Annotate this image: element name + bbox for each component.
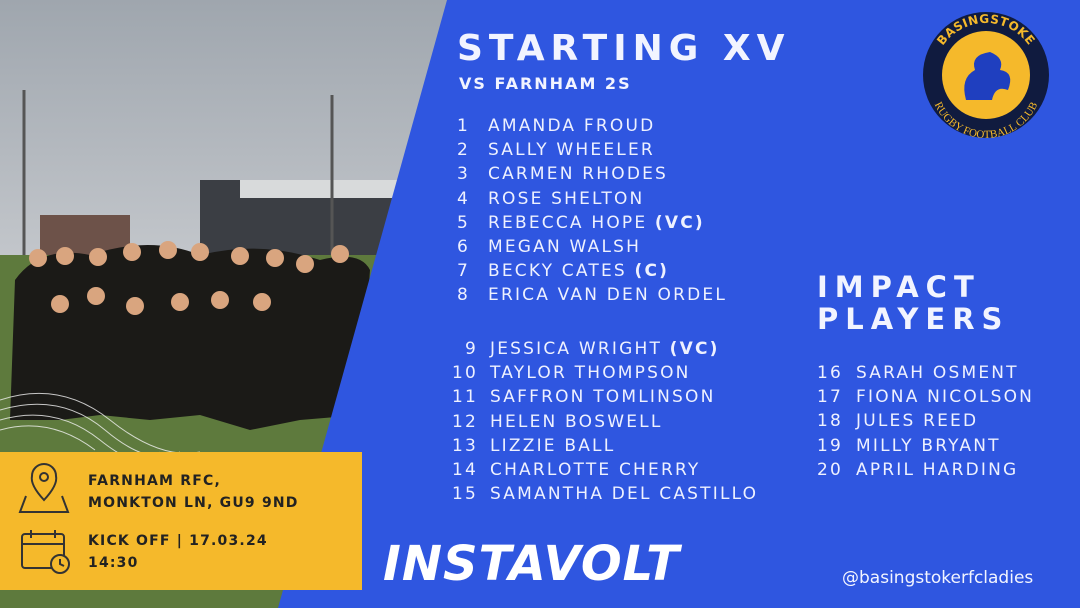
player-number: 15 [451, 484, 478, 505]
venue: FARNHAM RFC, MONKTON LN, GU9 9ND [88, 470, 299, 514]
player-number: 17 [816, 387, 843, 408]
player-name: HELEN BOSWELL [490, 411, 663, 432]
venue-line: MONKTON LN, GU9 9ND [88, 495, 299, 511]
player-role: (VC) [669, 339, 720, 359]
player-number: 10 [451, 363, 478, 384]
blue-panel [278, 0, 1080, 608]
player-name: JULES REED [856, 411, 979, 432]
impact-title: IMPACT PLAYERS [817, 271, 1009, 335]
player-name: TAYLOR THOMPSON [490, 363, 691, 384]
player-name: SAFFRON TOMLINSON [490, 387, 716, 408]
player-number: 2 [456, 140, 470, 161]
player-name: REBECCA HOPE (VC) [488, 212, 705, 233]
impact-title-line: IMPACT [817, 270, 981, 304]
player-number: 8 [456, 285, 470, 306]
player-number: 19 [816, 435, 843, 456]
player-number: 16 [816, 363, 843, 383]
player-name: CHARLOTTE CHERRY [490, 460, 701, 480]
player-number: 14 [451, 460, 478, 480]
player-name: FIONA NICOLSON [856, 387, 1035, 408]
sponsor-logo: INSTAVOLT [383, 536, 680, 592]
social-handle: @basingstokerfcladies [842, 568, 1034, 588]
player-number: 1 [456, 116, 470, 136]
title: STARTING XV [457, 28, 791, 69]
player-name: MILLY BRYANT [856, 435, 1001, 456]
player-number: 7 [456, 261, 470, 282]
club-logo: BASINGSTOKE RUGBY FOOTBALL CLUB [923, 12, 1049, 141]
player-number: 11 [451, 387, 478, 408]
kickoff: KICK OFF | 17.03.24 14:30 [88, 530, 268, 574]
player-name: AMANDA FROUD [488, 116, 656, 136]
player-role: (C) [634, 261, 670, 282]
player-role: (VC) [654, 212, 705, 233]
player-name: MEGAN WALSH [488, 237, 642, 257]
impact-title-line: PLAYERS [817, 302, 1010, 336]
player-number: 6 [456, 237, 470, 257]
player-number: 5 [456, 212, 470, 233]
player-name: BECKY CATES (C) [488, 261, 670, 282]
player-number: 9 [464, 339, 478, 359]
player-name: CARMEN RHODES [488, 164, 669, 185]
photo-faces [29, 241, 349, 315]
player-name: ERICA VAN DEN ORDEL [488, 285, 728, 306]
kickoff-line: 14:30 [88, 555, 139, 571]
venue-line: FARNHAM RFC, [88, 473, 221, 489]
player-name: JESSICA WRIGHT (VC) [490, 339, 720, 359]
player-number: 12 [451, 411, 478, 432]
player-name: SAMANTHA DEL CASTILLO [490, 484, 759, 505]
player-name: APRIL HARDING [856, 459, 1019, 480]
player-number: 20 [816, 459, 843, 480]
player-name: SARAH OSMENT [856, 363, 1019, 383]
calendar-icon [21, 530, 70, 574]
player-name: ROSE SHELTON [488, 188, 645, 209]
player-number: 3 [456, 164, 470, 185]
photo-building-top [240, 180, 400, 198]
player-number: 18 [816, 411, 843, 432]
player-number: 4 [456, 188, 470, 209]
location-icon [18, 463, 70, 513]
subtitle: VS FARNHAM 2S [459, 74, 632, 93]
player-name: LIZZIE BALL [490, 435, 616, 456]
kickoff-line: KICK OFF | 17.03.24 [88, 533, 268, 549]
player-name: SALLY WHEELER [488, 140, 655, 161]
player-number: 13 [451, 435, 478, 456]
photo-team [10, 245, 370, 430]
